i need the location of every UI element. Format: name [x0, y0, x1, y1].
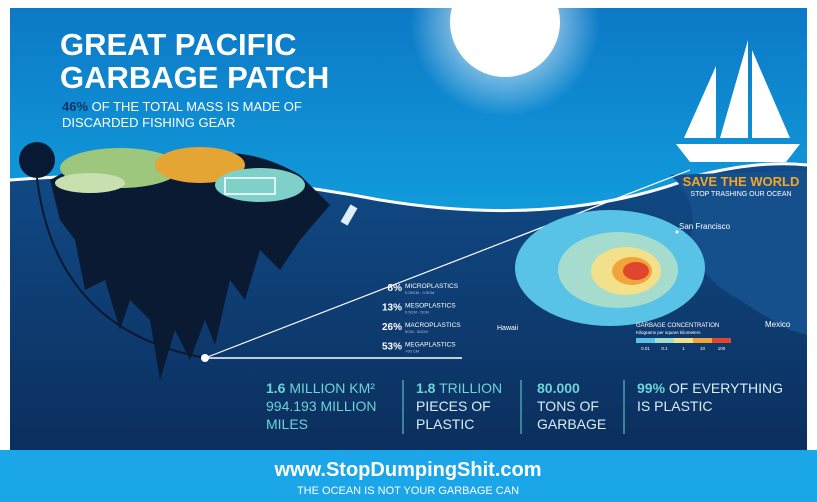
title-line: GREAT PACIFIC — [60, 27, 297, 62]
stat-value: 99% — [637, 380, 666, 396]
subtitle-text: OF THE TOTAL MASS IS MADE OF — [92, 99, 302, 114]
stat-line: 1.6 MILLION KM² — [266, 380, 375, 396]
slogan-title: SAVE THE WORLD — [683, 174, 800, 189]
stat-line: PLASTIC — [416, 416, 474, 432]
stat-text: TRILLION — [439, 380, 502, 396]
legend-label: 100 — [718, 346, 726, 351]
subtitle: 46% OF THE TOTAL MASS IS MADE OF — [62, 99, 302, 114]
breakdown-name: MEGAPLASTICS — [405, 342, 456, 349]
legend-label: 0.01 — [641, 346, 650, 351]
slogan-subtitle: STOP TRASHING OUR OCEAN — [690, 191, 791, 198]
stat-value: 80.000 — [537, 380, 580, 396]
stat-line: IS PLASTIC — [637, 398, 712, 414]
stat-value: 1.8 — [416, 380, 436, 396]
breakdown-name: MICROPLASTICS — [405, 283, 459, 290]
legend-swatch — [636, 338, 655, 343]
breakdown-name: MACROPLASTICS — [405, 322, 461, 329]
legend-title: GARBAGE CONCENTRATION — [636, 323, 719, 329]
stat-line: TONS OF — [537, 398, 599, 414]
subtitle-text: DISCARDED FISHING GEAR — [62, 115, 235, 130]
map-label: Mexico — [765, 320, 791, 329]
legend-swatch — [693, 338, 712, 343]
legend-label: 0.1 — [661, 346, 668, 351]
stat-line: 99% OF EVERYTHING — [637, 380, 783, 396]
breakdown-percent: 8% — [388, 283, 403, 294]
legend-swatch — [655, 338, 674, 343]
breakdown-size: >50 CM — [405, 349, 419, 354]
legend-label: 10 — [700, 346, 706, 351]
pointer-dot — [201, 354, 209, 362]
footer-url[interactable]: www.StopDumpingShit.com — [273, 459, 541, 481]
breakdown-size: 5CM - 50CM — [405, 329, 428, 334]
breakdown-percent: 53% — [382, 342, 402, 353]
stat-line: 994.193 MILLION — [266, 398, 377, 414]
stat-line: 1.8 TRILLION — [416, 380, 502, 396]
breakdown-name: MESOPLASTICS — [405, 303, 456, 310]
stat-line: GARBAGE — [537, 416, 606, 432]
title-line: GARBAGE PATCH — [60, 60, 329, 95]
stat-line: MILES — [266, 416, 308, 432]
concentration-map — [515, 210, 705, 326]
map-label: Hawaii — [497, 325, 518, 332]
stat-value: 1.6 — [266, 380, 286, 396]
legend-unit: Kilograms per square kilometers — [636, 330, 701, 335]
legend-swatch — [674, 338, 693, 343]
footer-tagline: THE OCEAN IS NOT YOUR GARBAGE CAN — [297, 485, 519, 497]
breakdown-percent: 13% — [382, 303, 402, 314]
legend-swatch — [712, 338, 731, 343]
subtitle-highlight: 46% — [62, 99, 88, 114]
stat-text: MILLION KM² — [289, 380, 375, 396]
infographic: GREAT PACIFIC GARBAGE PATCH 46% OF THE T… — [0, 0, 817, 502]
breakdown-size: 0.5CM - 5CM — [405, 310, 429, 315]
stat-line: PIECES OF — [416, 398, 491, 414]
stat-text: OF EVERYTHING — [669, 380, 783, 396]
buoy — [19, 142, 55, 178]
breakdown-size: 0.05CM - 0.5CM — [405, 290, 434, 295]
map-label: San Francisco — [679, 222, 731, 231]
breakdown-percent: 26% — [382, 322, 402, 333]
